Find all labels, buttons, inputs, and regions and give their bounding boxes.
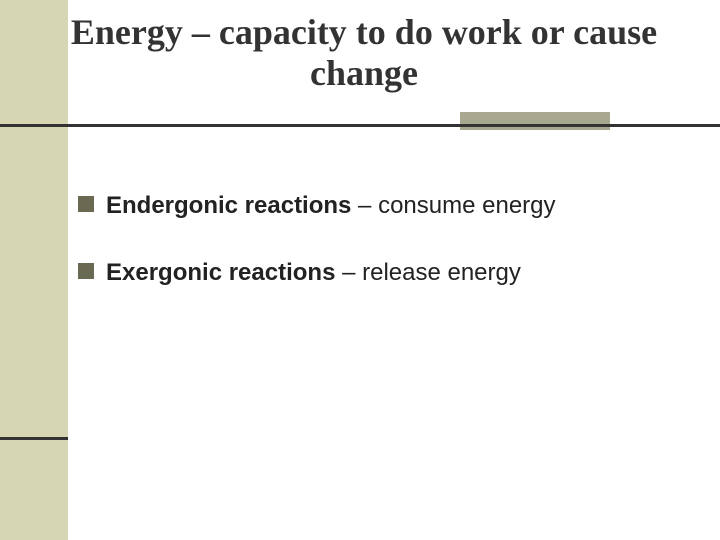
bullet-list: Endergonic reactions – consume energy Ex… bbox=[78, 190, 680, 324]
bullet-icon bbox=[78, 196, 94, 212]
title-accent-box bbox=[460, 112, 610, 130]
left-accent-rule bbox=[0, 437, 68, 440]
slide-title: Energy – capacity to do work or cause ch… bbox=[28, 12, 700, 95]
bullet-bold: Exergonic reactions bbox=[106, 259, 335, 286]
title-underline bbox=[0, 124, 720, 127]
slide: Energy – capacity to do work or cause ch… bbox=[0, 0, 720, 540]
bullet-text: Exergonic reactions – release energy bbox=[106, 257, 521, 288]
bullet-text: Endergonic reactions – consume energy bbox=[106, 190, 556, 221]
bullet-rest: – consume energy bbox=[351, 192, 555, 219]
list-item: Endergonic reactions – consume energy bbox=[78, 190, 680, 221]
bullet-icon bbox=[78, 263, 94, 279]
list-item: Exergonic reactions – release energy bbox=[78, 257, 680, 288]
bullet-bold: Endergonic reactions bbox=[106, 192, 351, 219]
bullet-rest: – release energy bbox=[335, 259, 520, 286]
